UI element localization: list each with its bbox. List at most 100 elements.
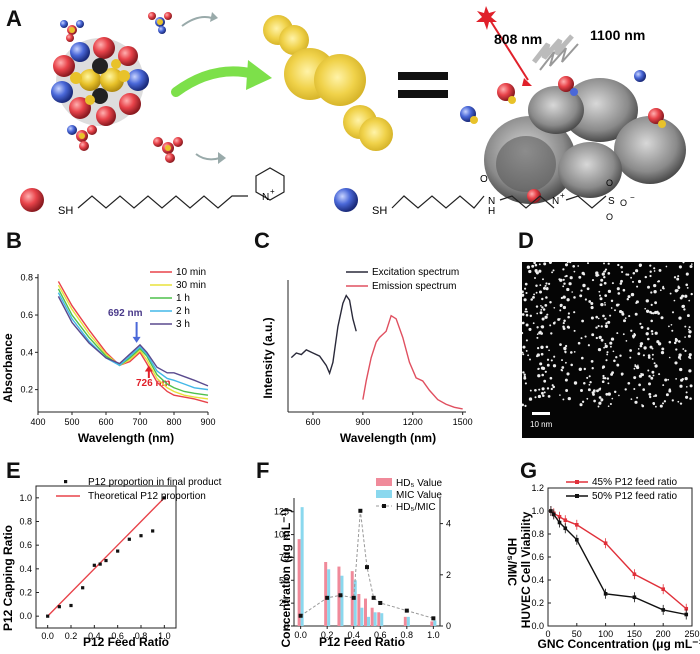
e-xtick-label: 0.6 — [111, 631, 124, 641]
tem-particle — [548, 349, 550, 352]
tem-particle — [684, 376, 688, 381]
tem-particle — [637, 348, 640, 350]
g-xtick-label: 0 — [545, 629, 550, 639]
f-ytick-label: 50 — [279, 575, 289, 585]
tem-particle — [686, 286, 689, 289]
tem-particle — [676, 289, 679, 292]
tem-particle — [639, 342, 643, 346]
tem-particle — [642, 354, 645, 357]
tem-particle — [685, 395, 689, 399]
tem-particle — [645, 309, 650, 313]
tem-particle — [665, 393, 669, 397]
tem-particle — [606, 377, 610, 380]
panel-letter-f: F — [256, 458, 270, 483]
tem-particle — [549, 300, 552, 304]
g-xtick-label: 100 — [598, 629, 613, 639]
f-bar-hd5 — [324, 562, 328, 626]
tem-particle — [530, 298, 533, 301]
tem-particle — [600, 278, 604, 282]
g-ytick-label: 0.2 — [531, 598, 544, 608]
tem-particle — [633, 387, 636, 391]
tem-particle — [560, 296, 564, 300]
tem-particle — [541, 317, 545, 321]
tem-particle — [562, 268, 565, 271]
f-xtick-label: 0.4 — [347, 630, 360, 640]
e-xtick-label: 0.2 — [65, 631, 78, 641]
tem-particle — [542, 394, 545, 397]
tem-particle — [546, 363, 550, 367]
tem-particle — [685, 391, 688, 394]
f-ratio-point — [431, 616, 436, 621]
tem-particle — [611, 397, 614, 400]
scale-bar — [532, 412, 550, 415]
c-xtick-label: 1200 — [403, 417, 423, 427]
tem-particle — [538, 263, 541, 266]
e-legend-label: Theoretical P12 proportion — [88, 491, 206, 502]
tem-particle — [620, 279, 623, 283]
tem-particle — [677, 275, 680, 278]
tem-particle — [667, 378, 670, 381]
tem-particle — [677, 400, 680, 403]
tem-particle — [566, 325, 570, 329]
tem-particle — [531, 264, 535, 268]
tem-particle — [677, 355, 681, 359]
laser-beam — [489, 19, 529, 81]
tem-particle — [688, 330, 692, 334]
f-legend-swatch — [376, 490, 392, 498]
tem-particle — [689, 384, 693, 388]
tem-particle — [602, 314, 605, 318]
tem-particle — [690, 292, 693, 296]
tem-particle — [571, 291, 574, 293]
tem-particle — [626, 298, 629, 301]
f-bar-mic — [373, 612, 377, 626]
tem-particle — [554, 321, 556, 324]
e-ytick-label: 0.4 — [19, 564, 32, 574]
tem-particle — [563, 346, 567, 351]
tem-particle — [532, 322, 535, 325]
tem-particle — [590, 360, 594, 363]
tem-particle — [549, 324, 552, 327]
tem-particle — [553, 355, 556, 358]
tem-particle — [599, 297, 603, 301]
c-legend-label: Emission spectrum — [372, 281, 456, 292]
tem-particle — [579, 403, 583, 407]
tem-particle — [689, 397, 692, 400]
e-ytick-label: 1.0 — [19, 493, 32, 503]
tem-particle — [544, 285, 547, 287]
e-ytick-label: 0.8 — [19, 517, 32, 527]
tem-particle — [623, 319, 626, 323]
tem-particle — [523, 376, 527, 380]
tem-particle — [522, 351, 524, 354]
tem-particle — [638, 383, 641, 387]
tem-particle — [527, 354, 529, 357]
tem-particle — [589, 381, 592, 384]
tem-particle — [583, 381, 586, 385]
g-ytick-label: 0.0 — [531, 621, 544, 631]
tem-particle — [537, 367, 540, 370]
tem-particle — [591, 279, 595, 282]
e-ytick-label: 0.0 — [19, 611, 32, 621]
tem-particle — [543, 391, 546, 394]
tem-particle — [535, 291, 538, 294]
b-annot-726: 726 nm — [136, 378, 171, 389]
tem-particle — [600, 302, 604, 307]
g-legend-marker — [575, 480, 579, 484]
tem-particle — [552, 364, 557, 368]
tem-particle — [636, 285, 639, 288]
tem-particle — [522, 403, 524, 407]
g-ytick-label: 1.2 — [531, 483, 544, 493]
tem-particle — [559, 394, 561, 396]
tem-particle — [561, 366, 565, 369]
tem-particle — [602, 376, 605, 380]
tem-particle — [625, 273, 628, 276]
tem-particle — [588, 375, 591, 378]
tem-particle — [573, 329, 576, 332]
panel-b-chart: Absorbance Wavelength (nm) 692 nm 726 nm… — [1, 267, 216, 445]
b-xlabel: Wavelength (nm) — [78, 431, 174, 445]
tem-particle — [668, 356, 671, 359]
tem-particle — [619, 310, 623, 314]
f-bar-mic — [367, 616, 370, 626]
tem-particle — [653, 290, 657, 294]
tem-particle — [610, 337, 615, 341]
tem-particle — [529, 358, 531, 361]
